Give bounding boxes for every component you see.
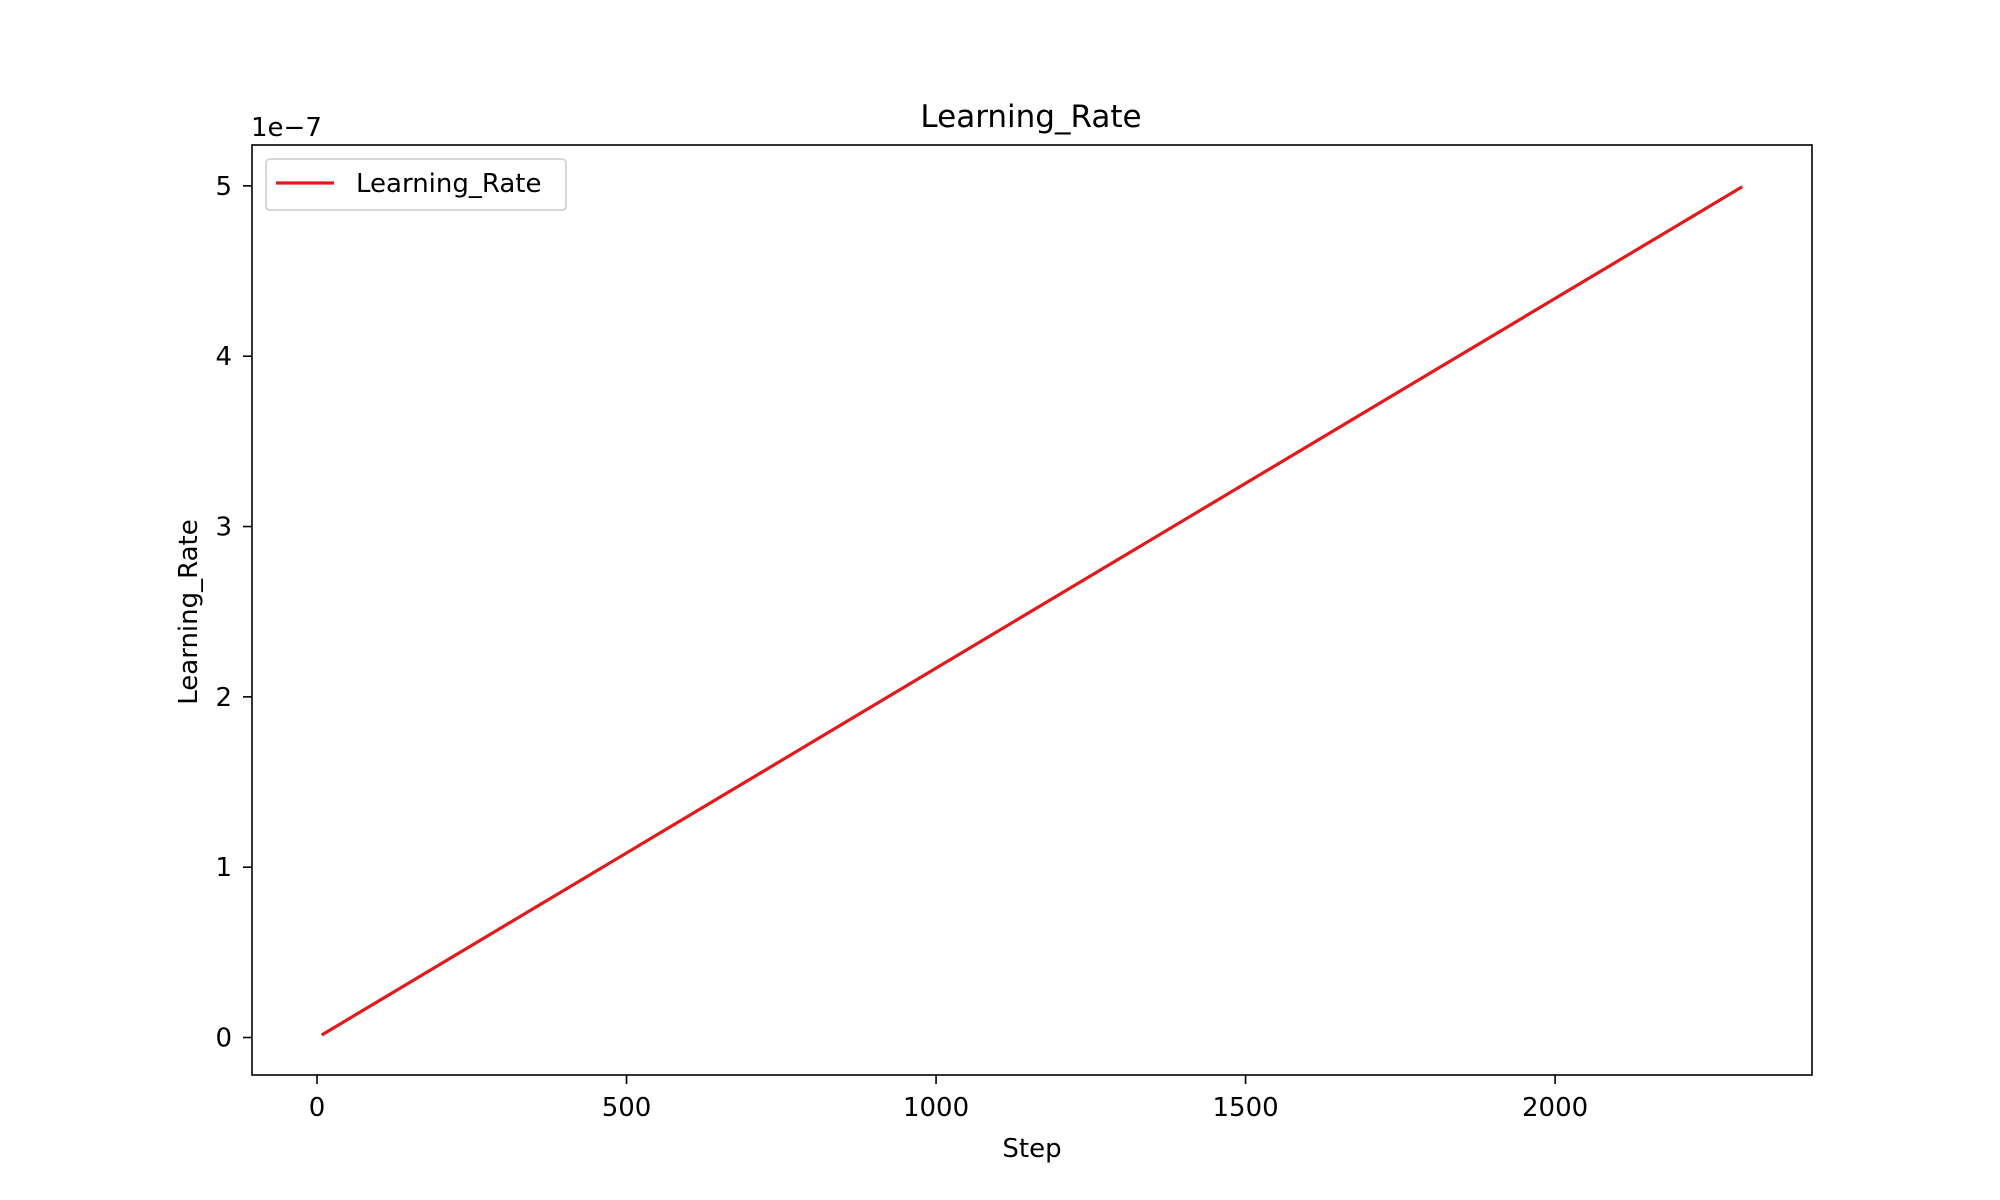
x-axis-label: Step	[1002, 1134, 1061, 1164]
y-tick-label: 0	[215, 1024, 232, 1054]
y-tick-label: 5	[215, 172, 232, 202]
legend-box	[265, 158, 567, 211]
y-tick-label: 4	[215, 342, 232, 372]
y-tick-label: 3	[215, 513, 232, 543]
series-layer	[320, 185, 1744, 1037]
chart-title: Learning_Rate	[920, 99, 1141, 135]
series-line-learning-rate	[320, 185, 1744, 1037]
y-axis: 0 1 2 3 4 5	[215, 172, 252, 1054]
x-tick-label: 1000	[903, 1093, 969, 1123]
x-tick-label: 500	[602, 1093, 652, 1123]
y-tick-label: 1	[215, 853, 232, 883]
legend: Learning_Rate	[265, 158, 567, 211]
x-tick-label: 0	[309, 1093, 326, 1123]
x-tick-label: 2000	[1522, 1093, 1588, 1123]
y-axis-label: Learning_Rate	[174, 519, 204, 705]
x-axis: 0 500 1000 1500 2000	[309, 1075, 1588, 1123]
y-axis-offset-text: 1e−7	[251, 113, 322, 143]
legend-label: Learning_Rate	[356, 169, 542, 199]
y-tick-label: 2	[215, 683, 232, 713]
x-tick-label: 1500	[1212, 1093, 1278, 1123]
plot-area-frame	[251, 144, 1813, 1076]
